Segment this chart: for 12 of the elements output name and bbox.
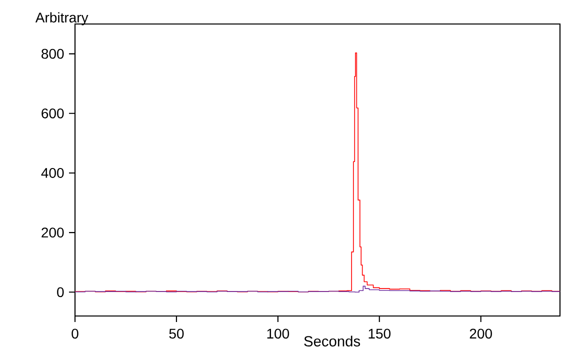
y-tick-label: 400 <box>41 168 64 178</box>
y-tick-label: 0 <box>57 287 64 298</box>
x-tick-label: 200 <box>470 328 492 339</box>
y-axis-title: Arbitrary <box>35 12 88 26</box>
x-tick-label: 50 <box>169 328 184 339</box>
x-tick-label: 150 <box>368 328 391 339</box>
y-tick-label: 800 <box>42 48 64 59</box>
x-tick-label: 100 <box>267 328 290 339</box>
y-tick-label: 200 <box>42 228 64 238</box>
x-tick-label: 0 <box>72 328 78 339</box>
x-axis-title: Seconds <box>304 336 360 346</box>
y-tick-label: 600 <box>42 108 64 118</box>
